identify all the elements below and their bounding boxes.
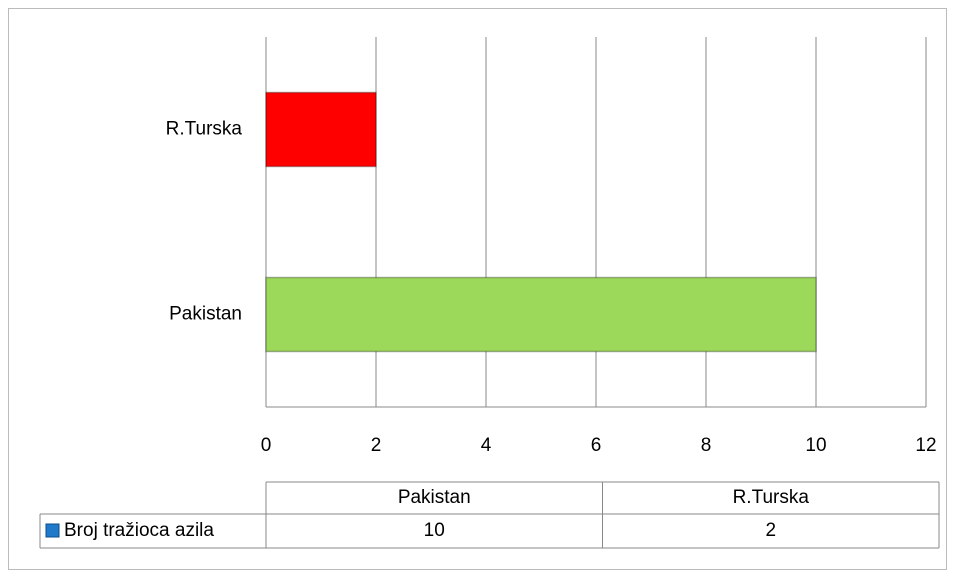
x-tick-label: 6 [591,435,602,456]
x-tick-label: 0 [261,435,272,456]
legend-label: Broj tražioca azila [64,520,214,541]
bar [265,276,817,353]
table-value: 10 [424,520,445,541]
x-tick-label: 12 [915,435,936,456]
x-tick-label: 2 [371,435,382,456]
x-tick-label: 4 [481,435,492,456]
y-tick-label: R.Turska [166,119,243,140]
table-value: 2 [765,520,776,541]
legend-key [45,523,60,538]
x-tick-label: 10 [805,435,826,456]
table-header: Pakistan [398,487,471,508]
table-header: R.Turska [733,487,810,508]
y-tick-label: Pakistan [169,304,242,325]
x-tick-label: 8 [701,435,712,456]
bar [265,91,377,168]
